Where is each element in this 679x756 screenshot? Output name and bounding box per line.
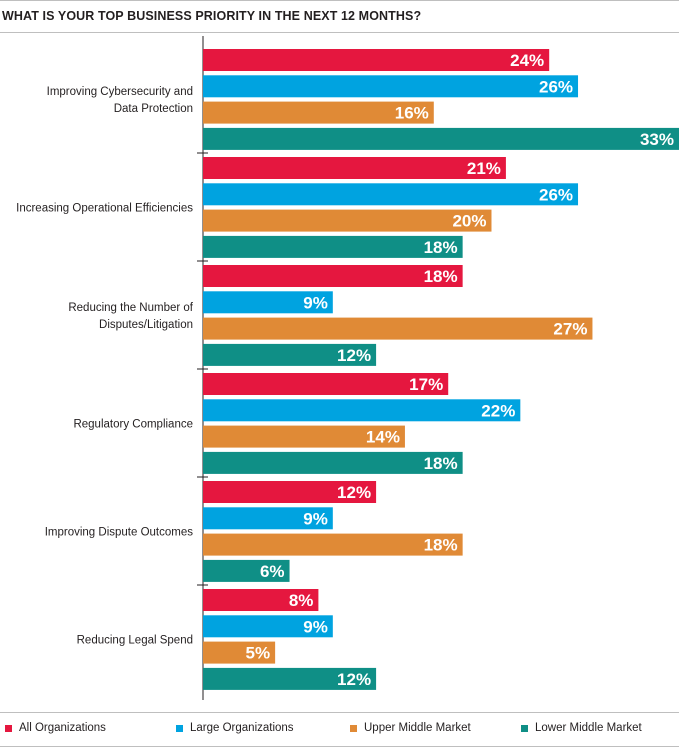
bar bbox=[203, 589, 319, 611]
bar bbox=[203, 49, 550, 71]
legend-item-lower-middle-market: Lower Middle Market bbox=[521, 722, 642, 734]
bar-value-label: 6% bbox=[260, 562, 285, 581]
title-rule bbox=[0, 32, 679, 33]
legend-label: Upper Middle Market bbox=[364, 722, 471, 734]
category-label: Data Protection bbox=[114, 103, 193, 115]
bar bbox=[203, 183, 579, 206]
bar-value-label: 18% bbox=[424, 267, 458, 286]
category-label: Increasing Operational Efficiencies bbox=[16, 202, 193, 214]
bar bbox=[203, 373, 449, 395]
bar bbox=[203, 235, 463, 258]
legend-item-all-organizations: All Organizations bbox=[5, 722, 106, 734]
bar bbox=[203, 209, 492, 232]
category-label: Disputes/Litigation bbox=[99, 319, 193, 331]
bar-value-label: 33% bbox=[640, 130, 674, 149]
bar bbox=[203, 343, 377, 366]
chart-title: WHAT IS YOUR TOP BUSINESS PRIORITY IN TH… bbox=[2, 9, 422, 23]
legend-swatch bbox=[176, 724, 183, 732]
legend-swatch bbox=[521, 724, 528, 732]
legend-rule-top bbox=[0, 712, 679, 713]
legend-label: All Organizations bbox=[19, 722, 106, 734]
legend-swatch bbox=[5, 724, 12, 732]
bar bbox=[203, 667, 377, 690]
bar bbox=[203, 425, 405, 448]
category-label: Reducing Legal Spend bbox=[77, 634, 193, 646]
bar-value-label: 21% bbox=[467, 159, 501, 178]
bar-value-label: 5% bbox=[246, 644, 271, 663]
legend-item-large-organizations: Large Organizations bbox=[176, 722, 294, 734]
bar bbox=[203, 157, 506, 179]
bar bbox=[203, 615, 333, 638]
bar bbox=[203, 265, 463, 287]
legend: All Organizations Large Organizations Up… bbox=[0, 722, 679, 740]
bar bbox=[203, 641, 276, 664]
bar-value-label: 12% bbox=[337, 670, 371, 689]
bar-value-label: 17% bbox=[409, 375, 443, 394]
bar-value-label: 26% bbox=[539, 77, 573, 96]
bar-value-label: 9% bbox=[303, 509, 328, 528]
bar-value-label: 26% bbox=[539, 185, 573, 204]
bar bbox=[203, 291, 333, 314]
bar-value-label: 14% bbox=[366, 428, 400, 447]
category-label: Reducing the Number of bbox=[68, 302, 193, 314]
legend-label: Large Organizations bbox=[190, 722, 294, 734]
bar-value-label: 9% bbox=[303, 293, 328, 312]
category-label: Improving Dispute Outcomes bbox=[45, 526, 194, 538]
bar-value-label: 18% bbox=[424, 454, 458, 473]
legend-label: Lower Middle Market bbox=[535, 722, 642, 734]
bar bbox=[203, 127, 679, 150]
bar bbox=[203, 101, 434, 124]
legend-rule-bottom bbox=[0, 746, 679, 747]
bar-value-label: 8% bbox=[289, 591, 314, 610]
bar bbox=[203, 451, 463, 474]
bar-value-label: 18% bbox=[424, 238, 458, 257]
bar-value-label: 16% bbox=[395, 104, 429, 123]
bar-value-label: 12% bbox=[337, 346, 371, 365]
bar bbox=[203, 481, 377, 503]
bar-value-label: 12% bbox=[337, 483, 371, 502]
bar-chart: Improving Cybersecurity and Data Protecti… bbox=[16, 36, 679, 700]
bar bbox=[203, 399, 521, 422]
category-label: Regulatory Compliance bbox=[73, 418, 193, 430]
bar bbox=[203, 317, 593, 340]
bar bbox=[203, 507, 333, 530]
bar-value-label: 27% bbox=[553, 320, 587, 339]
bar bbox=[203, 75, 579, 98]
bar bbox=[203, 533, 463, 556]
bar-value-label: 18% bbox=[424, 536, 458, 555]
legend-swatch bbox=[350, 724, 357, 732]
legend-item-upper-middle-market: Upper Middle Market bbox=[350, 722, 471, 734]
bar-value-label: 24% bbox=[510, 51, 544, 70]
top-rule bbox=[0, 0, 679, 1]
bar-value-label: 9% bbox=[303, 617, 328, 636]
bar-value-label: 20% bbox=[452, 212, 486, 231]
bar-value-label: 22% bbox=[481, 401, 515, 420]
bar bbox=[203, 559, 290, 582]
category-label: Improving Cybersecurity and bbox=[47, 86, 193, 98]
